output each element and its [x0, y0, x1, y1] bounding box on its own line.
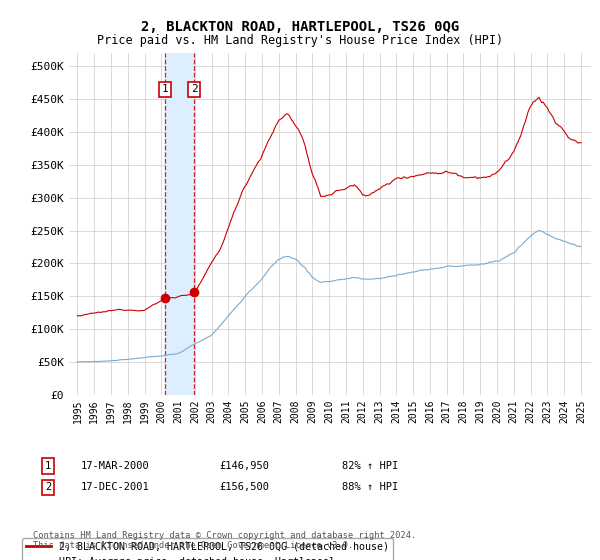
Text: Contains HM Land Registry data © Crown copyright and database right 2024.
This d: Contains HM Land Registry data © Crown c… [33, 531, 416, 550]
Text: 88% ↑ HPI: 88% ↑ HPI [342, 482, 398, 492]
Text: Price paid vs. HM Land Registry's House Price Index (HPI): Price paid vs. HM Land Registry's House … [97, 34, 503, 46]
Bar [165, 53, 194, 395]
Text: 2: 2 [45, 482, 51, 492]
Text: 1: 1 [45, 461, 51, 471]
Text: 17-DEC-2001: 17-DEC-2001 [81, 482, 150, 492]
Text: £156,500: £156,500 [219, 482, 269, 492]
Text: 2: 2 [191, 85, 197, 94]
Text: 82% ↑ HPI: 82% ↑ HPI [342, 461, 398, 471]
Text: £146,950: £146,950 [219, 461, 269, 471]
Text: 1: 1 [161, 85, 168, 94]
Text: 2, BLACKTON ROAD, HARTLEPOOL, TS26 0QG: 2, BLACKTON ROAD, HARTLEPOOL, TS26 0QG [141, 20, 459, 34]
Legend: 2, BLACKTON ROAD, HARTLEPOOL, TS26 0QG (detached house), HPI: Average price, det: 2, BLACKTON ROAD, HARTLEPOOL, TS26 0QG (… [22, 538, 393, 560]
Text: 17-MAR-2000: 17-MAR-2000 [81, 461, 150, 471]
